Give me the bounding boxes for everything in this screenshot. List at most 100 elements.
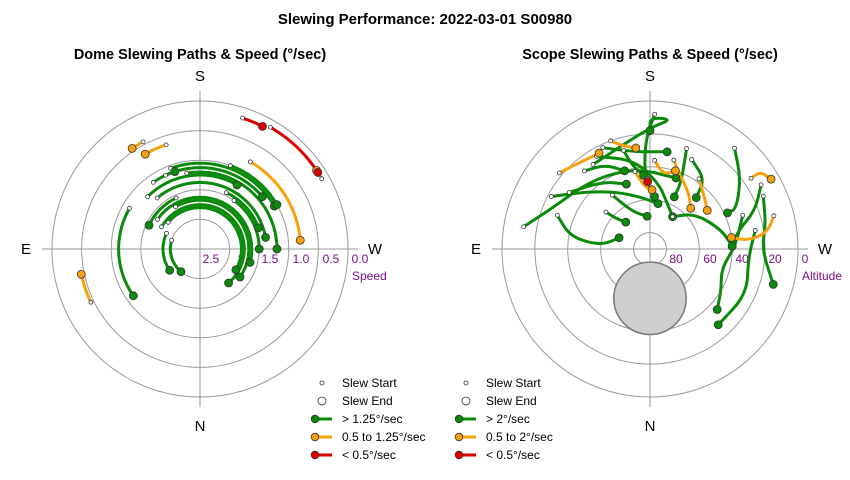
scope-slew-end-0 [614,233,624,243]
scope-slew-path-0 [555,213,621,245]
dome-slew-path-12 [232,199,261,251]
dome-speed-tick-0: 2.5 [203,252,220,266]
scope-grid: 80 60 40 20 0 [492,91,809,407]
scope-slew-start-3 [548,194,554,199]
scope-plot-title: Scope Slewing Paths & Speed (°/sec) [522,47,778,63]
dome-legend-slew-end-swatch [317,396,327,406]
dome-slew-start-8 [150,179,156,185]
scope-slew-start-9 [521,224,527,230]
dome-slew-end-11 [272,200,282,210]
scope-slew-start-10 [621,148,627,153]
dome-legend: Slew Start Slew End > 1.25°/sec 0.5 to 1.25… [310,376,426,462]
dome-legend-fast-label: > 1.25°/sec [342,412,403,426]
dome-slew-end-16 [295,235,305,245]
dome-slew-start-5 [154,195,160,201]
scope-slew-end-23 [686,203,696,213]
dome-legend-medium-swatch [310,432,320,442]
scope-legend-slew-start-label: Slew Start [486,376,541,390]
dome-legend-slew-start-label: Slew Start [342,376,397,390]
dome-slew-start-23 [163,172,168,178]
scope-slew-start-26 [632,169,638,174]
scope-slew-start-24 [556,170,562,176]
dome-compass-north: N [195,418,206,435]
dome-slew-start-3 [165,219,171,225]
dome-speed-tick-5: 0.0 [352,252,369,266]
scope-slew-start-8 [684,146,689,151]
dome-slew-path-7 [174,198,251,279]
scope-slew-start-19 [582,168,587,174]
scope-altitude-tick-3: 20 [768,252,782,266]
dome-slew-path-6 [146,173,239,199]
dome-slew-end-8 [257,192,267,202]
dome-polar-plot: Dome Slewing Paths & Speed (°/sec) 2.5 2 1… [21,47,426,462]
scope-slew-start-23 [671,157,677,163]
scope-slew-start-11 [758,182,764,188]
dome-legend-medium-label: 0.5 to 1.25°/sec [342,430,426,444]
scope-slew-start-0 [554,212,560,218]
scope-slew-path-11 [730,183,763,248]
dome-speed-tick-4: 0.5 [323,252,340,266]
dome-slew-paths [79,116,324,304]
scope-slew-markers [521,111,778,330]
dome-plot-title: Dome Slewing Paths & Speed (°/sec) [74,47,327,63]
scope-slew-start-5 [740,212,746,218]
dome-slew-start-11 [227,163,233,168]
dome-slew-end-13 [254,223,263,233]
dome-slew-path-0 [168,238,183,274]
dome-slew-end-18 [127,143,137,153]
scope-altitude-tick-2: 40 [735,252,749,266]
dome-slew-start-19 [88,299,94,305]
dome-legend-fast-swatch [310,414,320,424]
dome-slew-end-2 [224,278,233,288]
scope-slew-path-2 [591,116,669,166]
dome-radial-axis-label: Speed [352,269,387,283]
scope-slew-start-7 [652,111,658,117]
scope-legend-slew-end-swatch [461,396,471,406]
dome-slew-end-19 [76,269,86,279]
dome-compass-south: S [195,68,205,85]
dome-legend-slow-swatch [310,450,320,460]
scope-slew-end-3 [653,199,663,209]
scope-slew-start-20 [771,213,777,219]
scope-slew-start-14 [609,192,615,198]
dome-legend-slew-start-swatch [319,380,325,386]
dome-speed-tick-3: 1.0 [293,252,310,266]
moon-avoidance-zone [613,261,687,336]
dome-slew-end-22 [258,121,267,131]
dome-speed-tick-2: 1.5 [262,252,279,266]
scope-slew-start-4 [670,214,676,220]
dome-slew-start-13 [223,190,229,196]
scope-slew-start-17 [603,209,609,215]
dome-slew-path-14 [117,206,135,298]
scope-slew-start-15 [566,190,572,195]
scope-altitude-tick-0: 80 [669,252,683,266]
scope-legend: Slew Start Slew End > 2°/sec 0.5 to 2°/sec <… [454,376,553,462]
dome-slew-start-1 [164,230,169,236]
moon-disk [613,261,687,336]
dome-slew-end-9 [272,244,282,254]
dome-slew-path-3 [166,206,243,272]
dome-slew-path-4 [156,195,254,264]
scope-slew-end-16 [662,147,672,157]
dome-compass-west: W [368,241,383,258]
scope-slew-start-18 [760,193,766,199]
dome-slew-path-16 [248,160,302,242]
scope-slew-path-20 [729,214,776,241]
scope-slew-end-19 [620,166,629,176]
scope-slew-start-12 [732,145,737,151]
figure-title: Slewing Performance: 2022-03-01 S00980 [278,11,572,28]
dome-slew-end-14 [128,291,138,301]
dome-slew-start-18 [140,139,146,145]
dome-compass-east: E [21,241,31,258]
scope-slew-start-25 [652,157,658,163]
scope-slew-end-18 [768,279,778,289]
dome-slew-end-6 [232,180,242,190]
scope-slew-path-12 [726,146,741,215]
scope-legend-fast-swatch [454,414,464,424]
scope-slew-path-19 [583,164,627,173]
scope-compass-west: W [818,241,833,258]
scope-legend-medium-swatch [454,432,464,442]
scope-compass-east: E [471,241,481,258]
